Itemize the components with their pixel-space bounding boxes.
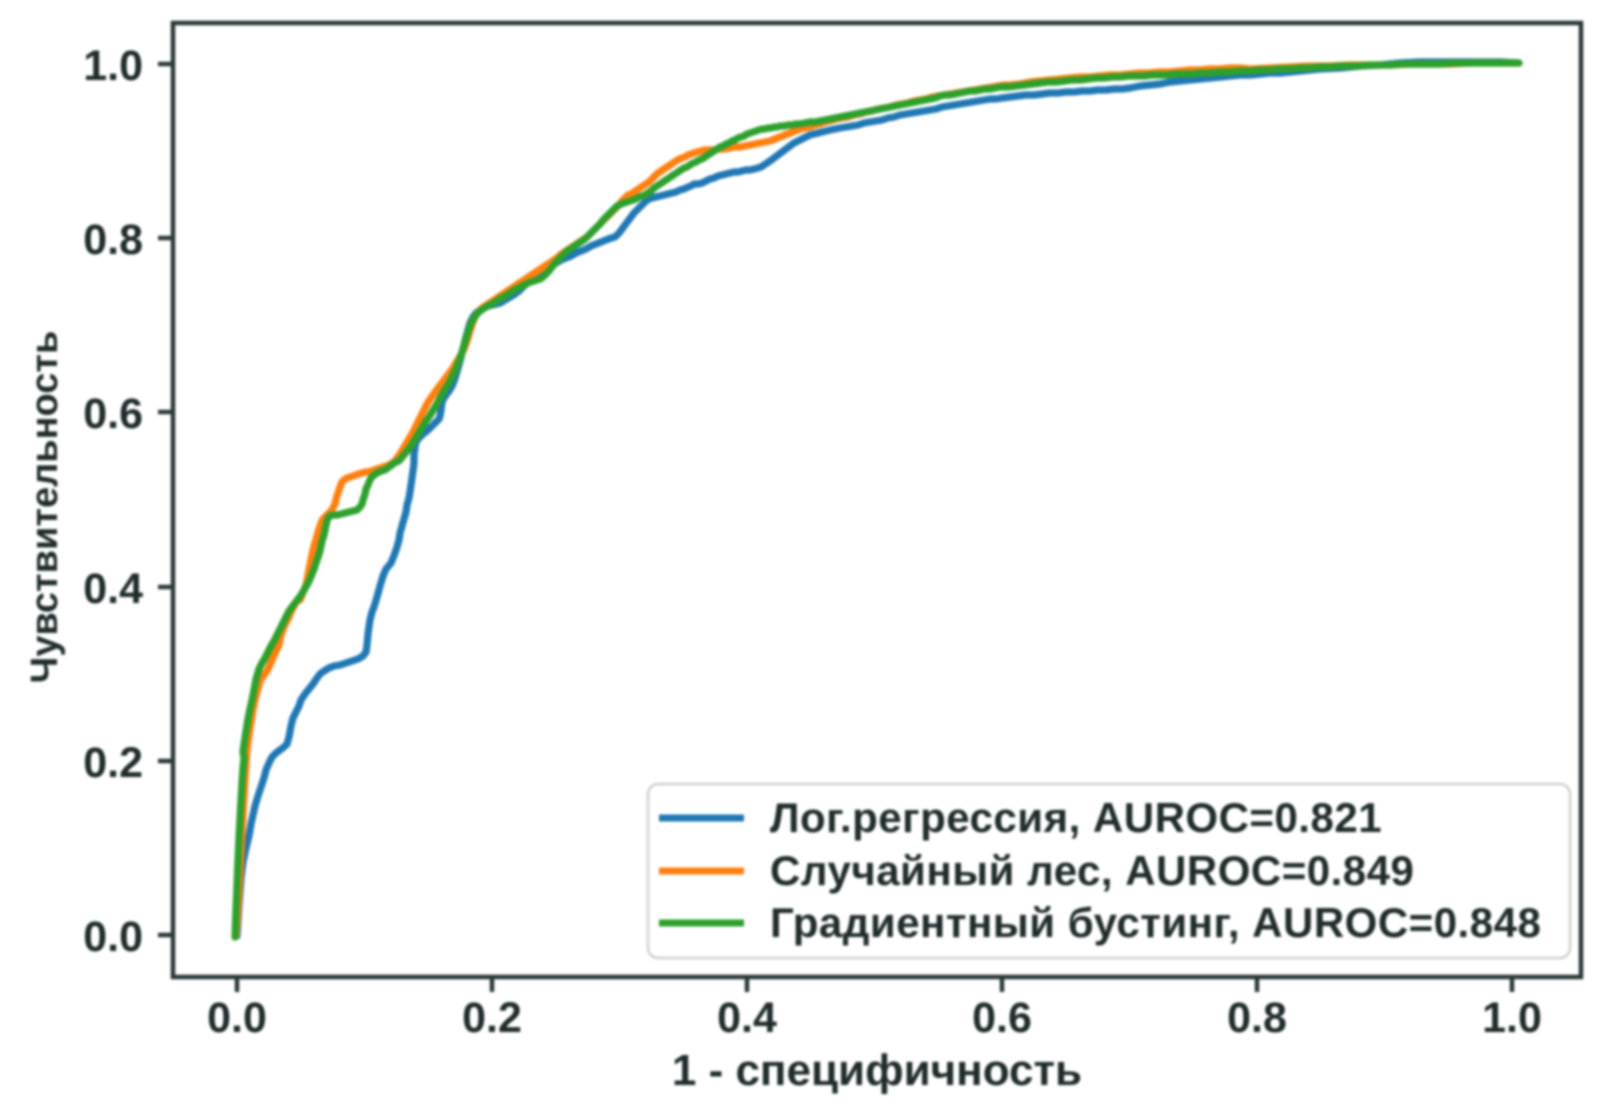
svg-text:1 - специфичность: 1 - специфичность <box>672 1046 1082 1095</box>
svg-text:Градиентный бустинг, AUROC=0.8: Градиентный бустинг, AUROC=0.848 <box>770 899 1541 946</box>
svg-text:0.0: 0.0 <box>83 913 143 961</box>
svg-text:1.0: 1.0 <box>1482 994 1542 1042</box>
svg-text:1.0: 1.0 <box>83 42 143 90</box>
svg-text:0.6: 0.6 <box>83 390 143 438</box>
svg-text:0.8: 0.8 <box>83 216 143 264</box>
svg-text:Лог.регрессия, AUROC=0.821: Лог.регрессия, AUROC=0.821 <box>770 794 1382 841</box>
svg-text:0.8: 0.8 <box>1227 994 1287 1042</box>
svg-text:0.4: 0.4 <box>83 565 143 613</box>
svg-text:0.2: 0.2 <box>462 994 522 1042</box>
svg-text:Случайный лес, AUROC=0.849: Случайный лес, AUROC=0.849 <box>770 847 1414 894</box>
svg-text:0.2: 0.2 <box>83 739 143 787</box>
svg-text:0.4: 0.4 <box>717 994 777 1042</box>
svg-text:0.0: 0.0 <box>207 994 267 1042</box>
svg-text:Чувствительность: Чувствительность <box>24 331 66 684</box>
svg-text:0.6: 0.6 <box>972 994 1032 1042</box>
